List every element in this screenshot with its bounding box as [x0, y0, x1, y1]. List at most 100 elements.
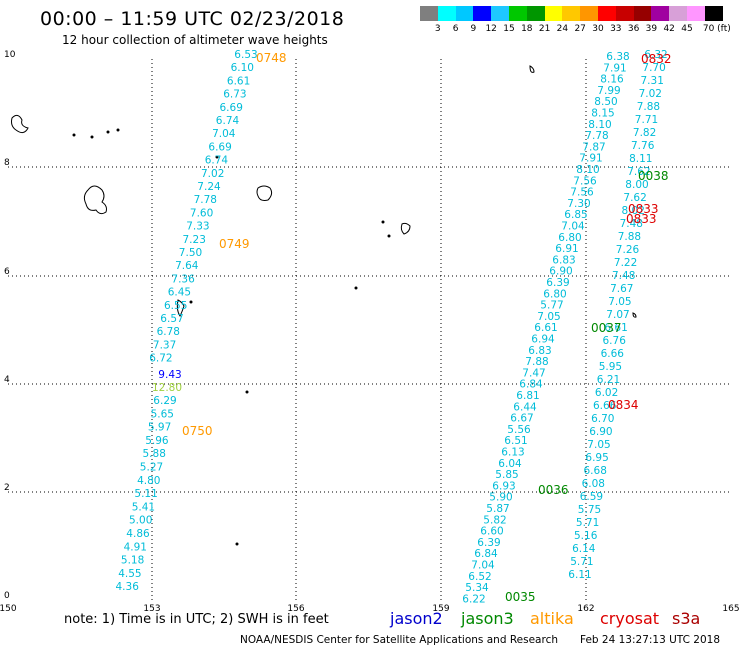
wave-height-value: 5.41: [132, 501, 155, 513]
wave-height-value: 7.50: [179, 247, 202, 259]
color-scale-label: 9: [470, 24, 477, 34]
wave-height-value: 7.71: [635, 114, 658, 126]
wave-height-value: 7.67: [610, 283, 633, 295]
wave-height-value: 6.38: [606, 51, 629, 63]
wave-height-value: 7.91: [579, 153, 602, 165]
wave-height-value: 5.00: [129, 515, 152, 527]
x-tick-label: 159: [432, 604, 449, 614]
wave-height-value: 6.61: [604, 322, 627, 334]
wave-height-value: 7.04: [212, 128, 236, 140]
wave-height-value: 7.33: [186, 221, 209, 233]
wave-height-value: 7.56: [570, 187, 594, 199]
color-scale-label: 21: [538, 24, 551, 34]
wave-height-value: 5.90: [489, 492, 512, 504]
small-islets: [72, 128, 391, 546]
wave-height-value: 6.45: [168, 287, 191, 299]
x-tick-label: 150: [0, 604, 17, 614]
wave-height-value: 5.65: [151, 408, 174, 420]
wave-height-value: 8.11: [629, 153, 652, 165]
wave-height-value: 7.26: [616, 244, 640, 256]
color-scale-bar: [420, 6, 723, 21]
wave-height-value: 6.70: [591, 413, 614, 425]
wave-height-value: 6.08: [582, 478, 605, 490]
wave-height-value: 7.22: [614, 257, 637, 269]
wave-height-value: 5.18: [121, 555, 144, 567]
wave-height-value: 6.72: [149, 353, 172, 365]
color-scale-swatch: [473, 6, 492, 21]
y-tick-label: 8: [4, 158, 10, 168]
wave-height-value: 4.86: [126, 528, 150, 540]
wave-height-value: 6.04: [498, 458, 522, 470]
wave-height-value: 6.81: [516, 390, 539, 402]
x-tick-label: 153: [143, 604, 160, 614]
wave-height-value: 5.27: [140, 462, 163, 474]
wave-height-value: 7.88: [525, 356, 548, 368]
island-outline: [632, 312, 637, 318]
wave-height-value: 6.66: [601, 348, 625, 360]
island-outline: [11, 114, 29, 134]
pass-time-label: 0749: [219, 237, 250, 251]
color-scale-label: 6: [452, 24, 459, 34]
wave-height-value: 6.39: [546, 277, 569, 289]
wave-height-value: 5.97: [148, 422, 171, 434]
wave-height-value: 6.67: [510, 413, 533, 425]
color-scale-label: 33: [610, 24, 622, 34]
wave-height-value: 6.39: [477, 537, 500, 549]
wave-height-value: 4.55: [118, 568, 141, 580]
wave-height-value: 5.77: [540, 300, 563, 312]
wave-height-value: 6.21: [597, 374, 620, 386]
color-scale-swatch: [437, 6, 456, 21]
wave-height-value: 6.60: [480, 526, 503, 538]
wave-height-value: 8.10: [576, 164, 599, 176]
wave-height-value: 9.43: [158, 369, 181, 381]
color-scale-swatch: [633, 6, 652, 21]
wave-height-value: 6.95: [585, 452, 608, 464]
island-outline: [176, 299, 185, 317]
wave-height-value: 4.36: [116, 581, 140, 593]
wave-height-value: 5.71: [570, 556, 593, 568]
wave-height-value: 7.88: [618, 231, 641, 243]
altimeter-tracks: 6.536.106.616.736.696.747.046.696.747.02…: [116, 49, 668, 605]
wave-height-value: 6.84: [474, 548, 498, 560]
wave-height-value: 7.70: [642, 62, 665, 74]
wave-height-value: 5.16: [574, 530, 598, 542]
wave-height-value: 7.05: [587, 439, 610, 451]
color-scale-label: 18: [521, 24, 533, 34]
wave-height-value: 5.96: [145, 435, 169, 447]
wave-height-value: 7.62: [623, 192, 646, 204]
legend-jason3: jason3: [461, 609, 514, 628]
wave-height-value: 7.23: [183, 234, 206, 246]
map-grid: [8, 59, 731, 600]
wave-height-value: 6.51: [504, 435, 527, 447]
wave-height-value: 6.91: [555, 243, 578, 255]
color-scale-swatch: [704, 6, 723, 21]
wave-height-value: 5.56: [507, 424, 531, 436]
wave-height-value: 6.11: [568, 569, 591, 581]
color-scale-label: 15: [503, 24, 515, 34]
map-title: 00:00 – 11:59 UTC 02/23/2018: [40, 8, 345, 30]
map-subtitle: 12 hour collection of altimeter wave hei…: [62, 33, 328, 47]
color-scale-label: 24: [556, 24, 569, 34]
wave-height-value: 7.91: [603, 62, 626, 74]
pass-time-label: 0750: [182, 424, 213, 438]
wave-height-value: 7.04: [471, 560, 495, 572]
pass-time-label: 0832: [641, 52, 672, 66]
wave-height-value: 8.02: [622, 205, 645, 217]
wave-height-value: 7.64: [175, 260, 199, 272]
wave-height-value: 5.71: [576, 517, 599, 529]
y-tick-label: 6: [4, 267, 10, 277]
wave-height-value: 7.99: [597, 85, 620, 97]
color-scale-swatch: [455, 6, 474, 21]
color-scale-label: 39: [645, 24, 658, 34]
wave-height-value: 7.31: [641, 75, 664, 87]
wave-height-value: 6.32: [644, 49, 667, 61]
color-scale-swatch: [651, 6, 670, 21]
pass-time-label: 0833: [628, 202, 659, 216]
wave-height-value: 6.69: [220, 102, 243, 114]
wave-height-value: 6.80: [558, 232, 581, 244]
wave-height-value: 7.88: [637, 101, 660, 113]
wave-height-value: 6.85: [564, 209, 587, 221]
pass-time-label: 0038: [638, 169, 669, 183]
wave-height-value: 7.30: [567, 198, 590, 210]
